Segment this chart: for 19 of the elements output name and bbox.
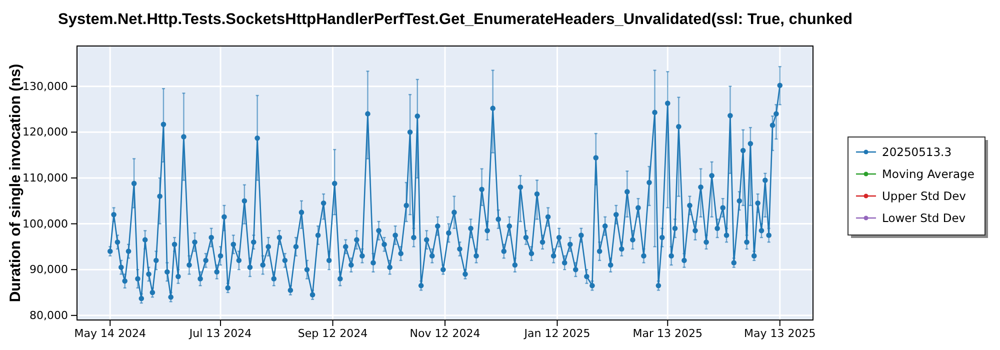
x-tick-label: May 14 2024 xyxy=(74,326,146,340)
y-tick-label: 130,000 xyxy=(22,80,68,93)
y-tick-label: 100,000 xyxy=(22,217,68,230)
x-tick-label: Jan 12 2025 xyxy=(523,326,590,340)
y-tick-label: 120,000 xyxy=(22,126,68,139)
legend-label: Moving Average xyxy=(882,167,974,181)
y-tick-label: 90,000 xyxy=(30,263,68,276)
x-tick-label: May 13 2025 xyxy=(744,326,816,340)
x-tick-label: Nov 12 2024 xyxy=(410,326,480,340)
legend-label: Upper Std Dev xyxy=(882,189,966,203)
legend-label: Lower Std Dev xyxy=(882,211,966,225)
y-tick-label: 80,000 xyxy=(30,308,68,322)
y-tick-label: 110,000 xyxy=(22,171,68,184)
y-axis-title: Duration of single invocation (ns) xyxy=(7,64,24,302)
x-tick-label: Jul 13 2024 xyxy=(188,326,252,340)
legend-label: 20250513.3 xyxy=(882,145,952,159)
x-tick-label: Mar 13 2025 xyxy=(632,326,703,340)
x-tick-label: Sep 12 2024 xyxy=(298,326,368,340)
chart-title: System.Net.Http.Tests.SocketsHttpHandlerPerfTest.Get_EnumerateHeaders_Unvalidated(ssl: True, chunked xyxy=(58,11,852,28)
